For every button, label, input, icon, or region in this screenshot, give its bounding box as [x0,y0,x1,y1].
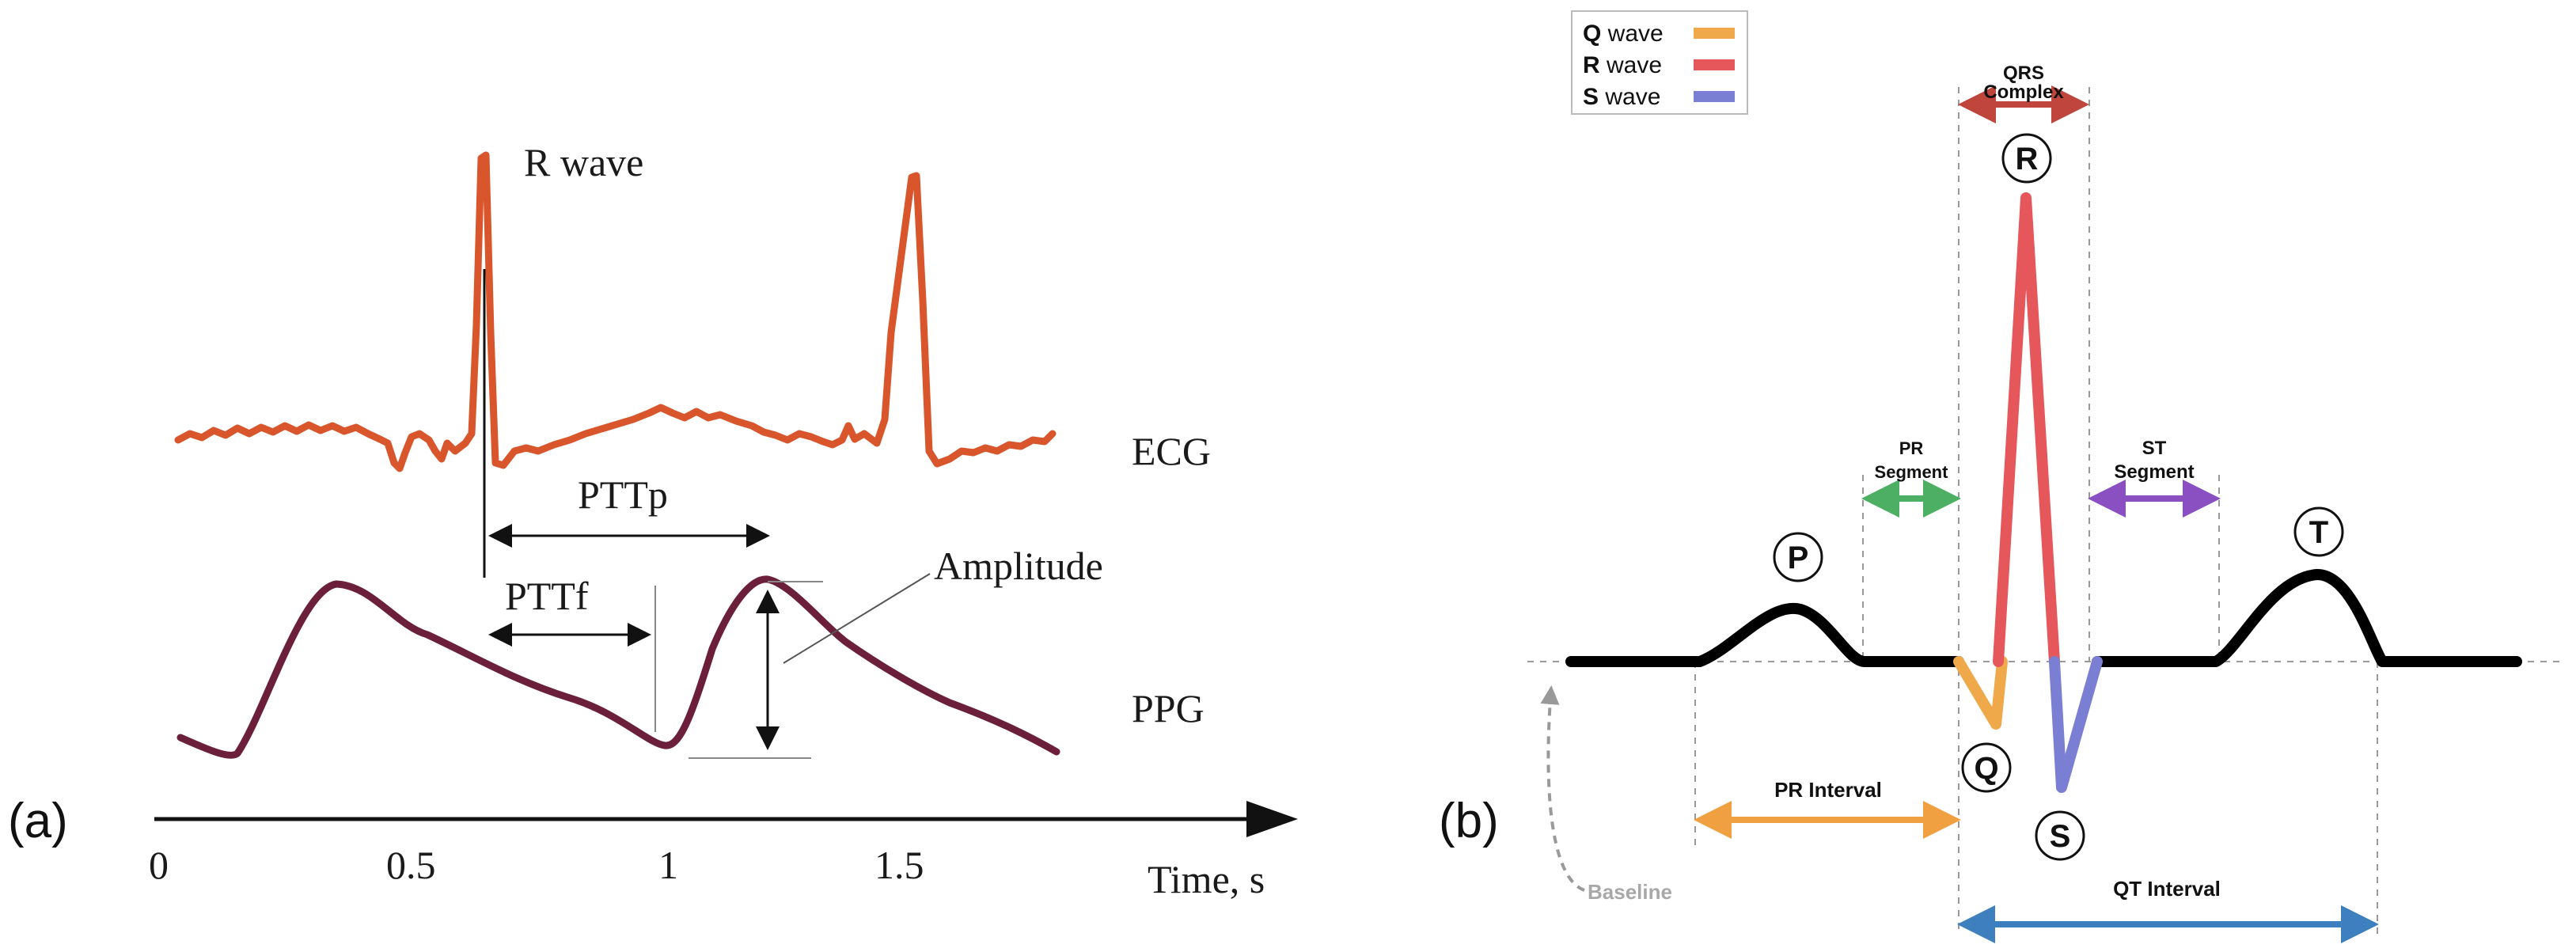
ecg-p-wave-trace [1565,602,1964,667]
time-tick-1-5: 1.5 [874,843,924,887]
pr-interval-label: PR Interval [1774,778,1882,802]
time-tick-0: 0 [149,843,169,887]
pr-segment-label-line2: Segment [1875,462,1949,482]
pr-segment-label-line1: PR [1899,438,1924,458]
baseline-label: Baseline [1588,880,1672,904]
st-segment-label-line2: Segment [2114,461,2194,483]
wave-r-label: R [2016,142,2039,176]
ppg-trace [176,575,1060,759]
time-tick-1: 1 [658,843,678,887]
legend-q-text: Q wave [1583,21,1664,47]
pttp-label: PTTp [578,472,668,517]
wave-p-label: P [1788,540,1809,575]
wave-r-marker: R [2001,133,2052,184]
panel-b: (b) Q wave R wave S wave QRS Complex PR [1439,10,2564,943]
wave-t-marker: T [2293,506,2344,557]
legend-s-text: S wave [1583,84,1660,110]
ecg-s-wave-trace [2049,656,2103,793]
ecg-r-wave-trace [1993,192,2060,667]
ecg-t-wave-trace [2092,569,2522,667]
ecg-q-wave-trace [1953,656,2008,730]
baseline-arrow [1540,685,1585,892]
wave-s-marker: S [2035,810,2085,861]
qt-interval-label: QT Interval [2113,877,2221,901]
st-segment-label-line1: ST [2142,438,2167,459]
amplitude-leader-line [783,573,931,664]
panel-a: (a) R wave ECG PTTp PTTf Amplitude PPG 0… [8,140,1298,901]
time-axis-arrowhead [1246,801,1298,837]
wave-q-marker: Q [1961,742,2012,793]
ecg-label: ECG [1132,429,1211,473]
wave-q-label: Q [1974,751,1998,786]
pttf-label: PTTf [505,574,589,618]
legend-r-text: R wave [1583,52,1662,78]
wave-s-label: S [2050,819,2071,854]
panel-a-tag: (a) [8,794,68,848]
ecg-trace [174,151,1057,472]
time-tick-0-5: 0.5 [386,843,436,887]
panel-b-tag: (b) [1439,794,1499,848]
wave-p-marker: P [1773,532,1823,582]
time-axis-label: Time, s [1148,857,1265,901]
ppg-label: PPG [1132,686,1205,730]
legend: Q wave R wave S wave [1571,10,1748,115]
qrs-label-line2: Complex [1983,82,2064,103]
wave-t-label: T [2309,515,2328,550]
r-wave-label: R wave [524,140,643,184]
amplitude-label: Amplitude [934,544,1103,588]
qrs-label-line1: QRS [2003,63,2044,84]
